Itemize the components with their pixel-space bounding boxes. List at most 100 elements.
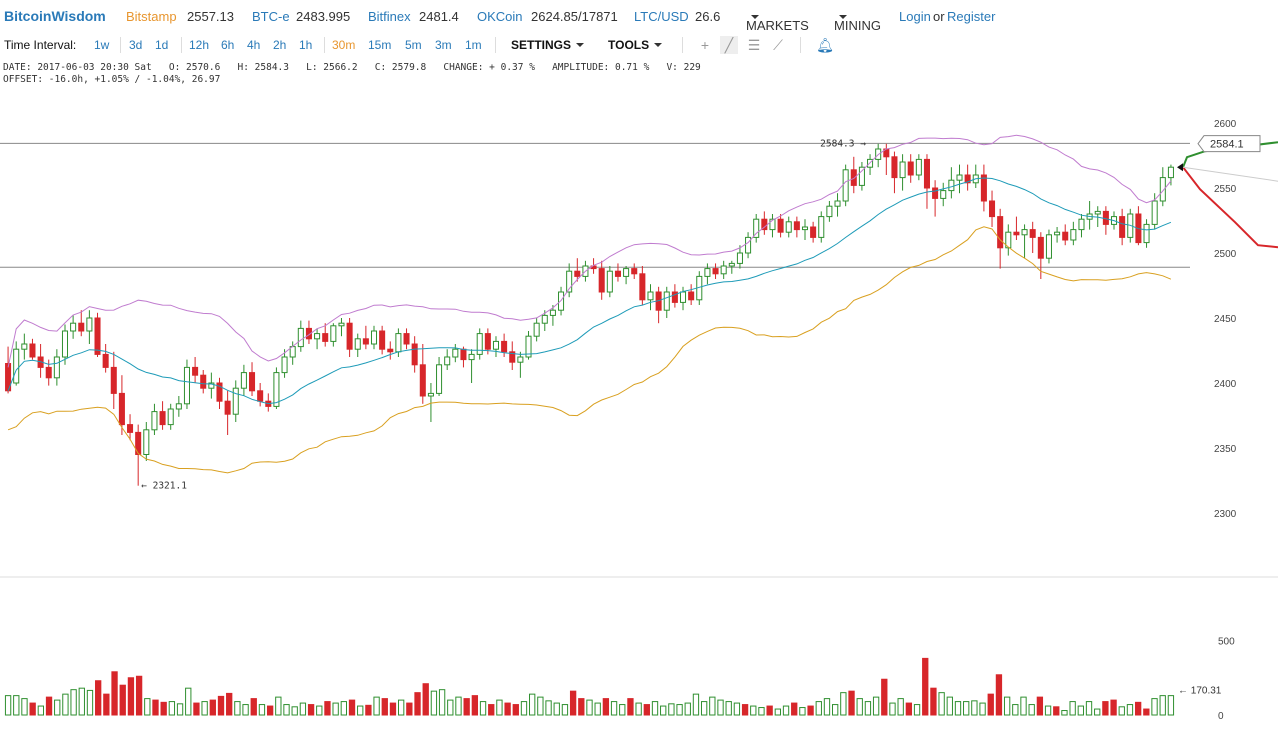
- candle: [1054, 227, 1061, 243]
- candle: [501, 333, 508, 357]
- interval-5m[interactable]: 5m: [405, 38, 422, 52]
- candle-up: [606, 270, 613, 293]
- candle: [200, 370, 207, 394]
- mid-depth-line: [1182, 166, 1278, 182]
- market-bitfinex[interactable]: Bitfinex: [368, 9, 411, 24]
- candle: [679, 286, 687, 311]
- interval-1w[interactable]: 1w: [94, 38, 110, 52]
- interval-2h[interactable]: 2h: [273, 38, 287, 52]
- volume-bar-up: [1167, 695, 1175, 716]
- register-link[interactable]: Register: [947, 9, 996, 24]
- volume-bar-up: [4, 695, 12, 716]
- candle: [78, 310, 85, 337]
- candle: [1143, 219, 1150, 248]
- volume-tick-label: 0: [1218, 711, 1224, 722]
- candle: [761, 211, 768, 235]
- market-btce[interactable]: BTC-e: [252, 9, 290, 24]
- candle: [314, 328, 321, 350]
- candle: [858, 162, 865, 191]
- candle-down: [712, 268, 719, 275]
- fan-lines-icon[interactable]: ⟋: [773, 37, 783, 53]
- volume-bar-up: [774, 708, 782, 716]
- interval-1d[interactable]: 1d: [155, 38, 169, 52]
- candle-down: [159, 411, 166, 426]
- candle: [281, 349, 288, 378]
- login-link[interactable]: Login: [899, 9, 931, 24]
- candle-up: [436, 364, 443, 394]
- volume-bar-down: [569, 690, 577, 716]
- candle-down: [980, 174, 987, 202]
- candle-up: [728, 262, 735, 267]
- candle-up: [240, 372, 247, 389]
- candle-up: [86, 317, 93, 332]
- volume-bar-down: [348, 699, 356, 716]
- interval-6h[interactable]: 6h: [221, 38, 235, 52]
- volume-bar-up: [586, 699, 593, 716]
- price-chart[interactable]: 2300 2350 2400 2450 2500 2550 2600 2584.1 2584.3…: [0, 90, 1278, 732]
- candle-down: [639, 273, 646, 301]
- interval-3m[interactable]: 3m: [435, 38, 452, 52]
- volume-bar-down: [578, 698, 585, 716]
- volume-bar-down: [381, 698, 388, 716]
- candle-down: [989, 200, 996, 218]
- divider: [800, 37, 801, 53]
- candle-down: [509, 351, 516, 363]
- volume-bar-up: [1118, 706, 1125, 716]
- candle-down: [777, 218, 784, 233]
- candle-down: [135, 431, 142, 455]
- interval-15m[interactable]: 15m: [368, 38, 392, 52]
- candle-down: [346, 322, 353, 350]
- tools-menu[interactable]: TOOLS: [608, 38, 663, 52]
- candle: [362, 325, 369, 350]
- candle: [525, 331, 532, 360]
- candle: [728, 260, 735, 274]
- volume-bar-down: [881, 678, 888, 716]
- interval-12h[interactable]: 12h: [189, 38, 210, 52]
- volume-bar-up: [62, 693, 69, 716]
- candle: [663, 286, 670, 318]
- candle: [1029, 221, 1036, 253]
- candle-down: [249, 372, 256, 392]
- market-bitstamp[interactable]: Bitstamp: [126, 9, 177, 24]
- interval-30m[interactable]: 30m: [332, 38, 356, 52]
- interval-1h[interactable]: 1h: [299, 38, 313, 52]
- price-tick-label: 2500: [1214, 249, 1237, 260]
- candle-up: [281, 356, 288, 374]
- candle: [1045, 229, 1052, 264]
- candle-down: [45, 366, 52, 379]
- volume-bar-down: [930, 687, 937, 716]
- offset-info-line: OFFSET: -16.0h, +1.05% / -1.04%, 26.97: [3, 74, 221, 85]
- candle: [427, 383, 434, 422]
- markets-menu[interactable]: MARKETS: [746, 9, 809, 33]
- last-price-pointer-icon: [1177, 163, 1183, 172]
- trend-line-icon[interactable]: ╱: [720, 36, 738, 54]
- volume-bar-up: [258, 704, 266, 716]
- price-tick-label: 2400: [1214, 379, 1237, 390]
- candle-up: [452, 348, 459, 358]
- candle: [647, 284, 654, 311]
- candle: [631, 263, 638, 279]
- volume-bar-down: [193, 702, 200, 716]
- candle: [801, 219, 809, 240]
- candle-down: [932, 187, 939, 199]
- top-nav-bar: BitcoinWisdom Bitstamp 2557.13 BTC-e 248…: [0, 0, 1278, 33]
- market-ltcusd[interactable]: LTC/USD: [634, 9, 689, 24]
- current-price-label: 2584.1: [1210, 139, 1244, 151]
- volume-bar-down: [103, 693, 110, 716]
- settings-menu[interactable]: SETTINGS: [511, 38, 585, 52]
- volume-bar-down: [127, 677, 135, 716]
- crosshair-icon[interactable]: +: [700, 37, 710, 53]
- interval-1m[interactable]: 1m: [465, 38, 482, 52]
- mining-menu[interactable]: MINING: [834, 9, 881, 33]
- market-okcoin[interactable]: OKCoin: [477, 9, 523, 24]
- horizontal-lines-icon[interactable]: ☰: [747, 37, 761, 53]
- candle-up: [183, 366, 190, 405]
- brand-logo[interactable]: BitcoinWisdom: [4, 8, 106, 24]
- volume-bar-up: [78, 687, 85, 716]
- candle-up: [541, 314, 548, 324]
- bell-icon[interactable]: 🔔︎: [816, 37, 834, 53]
- interval-4h[interactable]: 4h: [247, 38, 261, 52]
- candle: [1070, 221, 1077, 246]
- interval-3d[interactable]: 3d: [129, 38, 143, 52]
- candle-down: [224, 400, 231, 415]
